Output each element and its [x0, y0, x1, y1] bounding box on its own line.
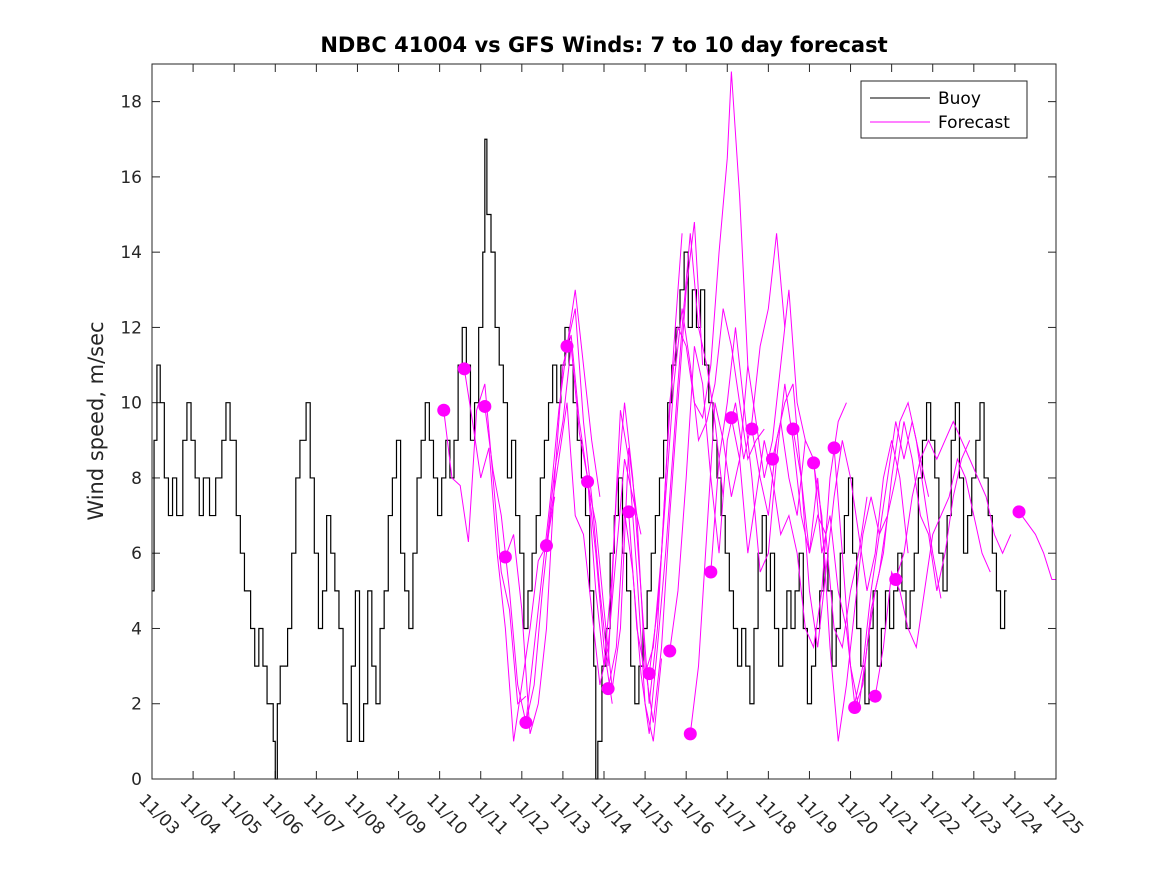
x-tick-label: 11/19: [792, 790, 841, 839]
x-tick-label: 11/20: [833, 790, 882, 839]
forecast-marker: [642, 667, 656, 681]
forecast-marker: [663, 644, 677, 658]
forecast-line: [710, 327, 827, 573]
y-tick-label: 4: [131, 619, 142, 639]
legend-buoy-label: Buoy: [938, 89, 981, 109]
forecast-line: [484, 289, 601, 723]
forecast-line: [463, 368, 556, 742]
x-tick-label: 11/17: [710, 790, 759, 839]
forecast-marker: [539, 539, 553, 553]
forecast-marker: [581, 475, 595, 489]
forecast-marker: [457, 362, 471, 376]
axes-box: [151, 63, 1057, 780]
legend: Buoy Forecast: [860, 80, 1028, 139]
forecast-marker: [848, 701, 862, 714]
forecast-marker: [683, 727, 697, 741]
forecast-marker: [765, 452, 779, 466]
chart-title: NDBC 41004 vs GFS Winds: 7 to 10 day for…: [320, 33, 887, 57]
legend-forecast-label: Forecast: [938, 113, 1010, 133]
y-tick-label: 2: [131, 695, 142, 715]
legend-box: [860, 80, 1028, 139]
y-tick-label: 16: [120, 168, 142, 188]
forecast-line: [587, 221, 704, 723]
forecast-marker: [519, 716, 533, 730]
forecast-line: [689, 289, 806, 734]
plot-area: [152, 64, 1056, 779]
forecast-line: [751, 383, 868, 650]
forecast-series: [443, 71, 1056, 742]
x-tick-label: 11/23: [956, 790, 1005, 839]
y-tick-label: 0: [131, 770, 142, 790]
x-tick-label: 11/11: [463, 790, 512, 839]
forecast-line: [607, 233, 724, 734]
y-tick-label: 14: [120, 243, 142, 263]
x-tick-labels: 11/0311/0411/0511/0611/0711/0811/0911/10…: [134, 790, 1087, 839]
axis-frame: [151, 63, 1057, 780]
forecast-line: [648, 308, 765, 674]
y-tick-label: 6: [131, 544, 142, 564]
forecast-marker: [724, 411, 738, 425]
forecast-marker: [1012, 505, 1026, 519]
forecast-marker: [601, 682, 615, 696]
x-tick-label: 11/21: [874, 790, 923, 839]
forecast-marker: [437, 403, 451, 417]
buoy-series: [152, 138, 1007, 780]
forecast-line: [504, 334, 613, 734]
x-tick-label: 11/04: [176, 790, 225, 839]
forecast-line: [669, 233, 786, 652]
x-tick-label: 11/03: [134, 790, 183, 839]
forecast-line: [1018, 511, 1056, 581]
x-tick-label: 11/10: [422, 790, 471, 839]
forecast-line: [854, 421, 971, 708]
buoy-line: [152, 138, 1007, 780]
x-tick-label: 11/22: [915, 790, 964, 839]
forecast-marker: [498, 550, 512, 564]
y-tick-label: 8: [131, 469, 142, 489]
forecast-marker: [622, 505, 636, 519]
y-tick-labels: 0 2 4 6 8 10 12 14 16 18: [120, 93, 142, 790]
forecast-line: [525, 402, 642, 723]
forecast-marker: [827, 441, 841, 455]
forecast-line: [443, 383, 527, 705]
x-tick-label: 11/25: [1038, 790, 1087, 839]
x-tick-label: 11/08: [340, 790, 389, 839]
forecast-marker: [704, 565, 718, 579]
forecast-line: [895, 420, 1012, 580]
forecast-marker: [807, 456, 821, 470]
forecast-marker: [560, 339, 574, 353]
forecast-line: [792, 428, 909, 648]
forecast-markers: [437, 339, 1026, 741]
x-tick-label: 11/13: [545, 790, 594, 839]
y-axis-label: Wind speed, m/sec: [84, 321, 108, 520]
x-tick-label: 11/06: [258, 790, 307, 839]
x-tick-label: 11/24: [997, 790, 1046, 839]
x-tick-label: 11/16: [669, 790, 718, 839]
x-tick-label: 11/07: [299, 790, 348, 839]
forecast-marker: [786, 422, 800, 436]
x-tick-label: 11/14: [586, 790, 635, 839]
x-tick-label: 11/09: [381, 790, 430, 839]
y-tick-label: 12: [120, 318, 142, 338]
forecast-marker: [478, 399, 492, 413]
forecast-marker: [889, 573, 903, 587]
forecast-marker: [868, 689, 882, 703]
y-tick-label: 10: [120, 394, 142, 414]
forecast-line: [730, 402, 847, 650]
x-tick-label: 11/12: [504, 790, 553, 839]
x-tick-label: 11/18: [751, 790, 800, 839]
forecast-line: [771, 421, 888, 704]
forecast-line: [628, 71, 749, 674]
forecast-line: [813, 421, 930, 742]
y-tick-label: 18: [120, 93, 142, 113]
forecast-marker: [745, 422, 759, 436]
plot-background: [152, 64, 1056, 779]
x-tick-label: 11/05: [217, 790, 266, 839]
x-tick-label: 11/15: [628, 790, 677, 839]
